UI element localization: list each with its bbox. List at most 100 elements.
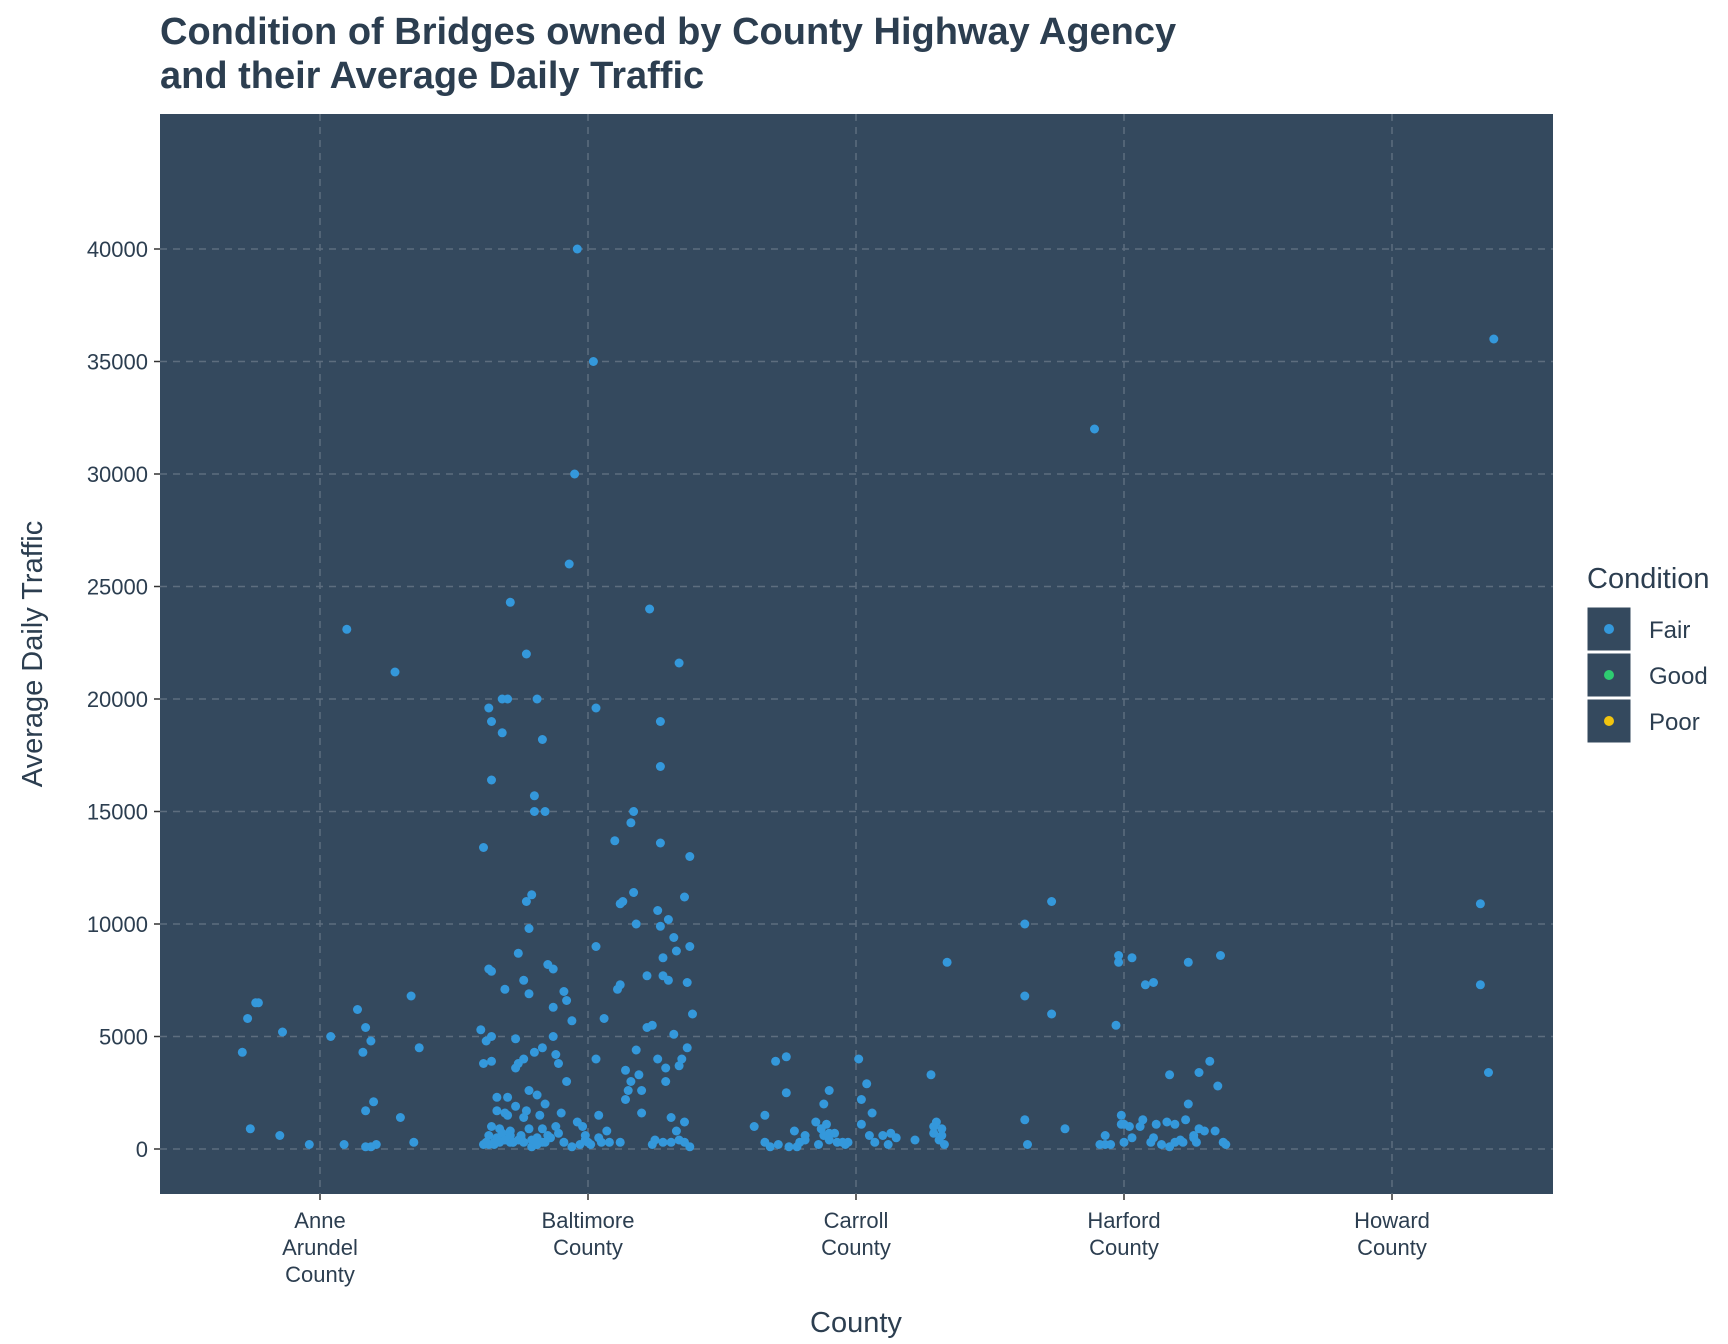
data-point (1023, 1140, 1032, 1149)
data-point (492, 1106, 502, 1116)
data-point (682, 978, 692, 987)
data-point (655, 921, 665, 931)
data-point (1475, 899, 1485, 909)
data-point (511, 1101, 521, 1111)
data-point (532, 1090, 542, 1100)
data-point (487, 717, 496, 726)
data-point (621, 1095, 630, 1104)
legend-title: Condition (1587, 563, 1710, 595)
data-point (358, 1047, 368, 1057)
x-tick-label: Carroll County (821, 1208, 891, 1260)
data-point (537, 1124, 547, 1134)
data-point (414, 1043, 424, 1053)
data-point (883, 1140, 893, 1149)
data-point (926, 1070, 936, 1080)
data-point (524, 924, 534, 933)
data-point (567, 1016, 577, 1026)
data-point (487, 1032, 496, 1041)
data-point (505, 597, 515, 607)
data-point (559, 1137, 569, 1147)
data-point (685, 942, 695, 951)
data-point (1100, 1131, 1110, 1140)
data-point (572, 244, 582, 254)
data-point (567, 1142, 577, 1152)
data-point (548, 964, 558, 974)
data-point (937, 1131, 947, 1140)
x-axis-title: County (810, 1307, 902, 1339)
data-point (1149, 978, 1158, 987)
data-point (749, 1122, 759, 1131)
data-point (661, 1077, 671, 1086)
data-point (591, 1054, 601, 1064)
y-tick-label: 25000 (87, 575, 148, 600)
data-point (1213, 1081, 1223, 1091)
data-point (647, 1140, 657, 1149)
data-point (663, 975, 673, 985)
data-point (939, 1140, 949, 1149)
x-axis-ticks: Anne Arundel County Baltimore County Carroll C… (282, 1194, 1430, 1287)
data-point (1020, 1115, 1030, 1125)
data-point (891, 1133, 901, 1143)
data-point (527, 890, 537, 900)
y-tick-label: 0 (136, 1137, 148, 1162)
data-point (519, 1137, 529, 1147)
data-point (819, 1099, 829, 1109)
data-point (503, 1092, 513, 1102)
data-point (1199, 1126, 1209, 1136)
data-point (513, 948, 523, 958)
data-point (253, 998, 263, 1008)
data-point (674, 1061, 684, 1071)
data-point (642, 971, 652, 981)
data-point (937, 1124, 947, 1134)
data-point (870, 1137, 880, 1147)
data-point (1020, 991, 1030, 1001)
data-point (854, 1054, 864, 1064)
y-tick-label: 35000 (87, 350, 148, 375)
data-point (602, 1126, 612, 1136)
data-point (556, 1108, 566, 1118)
data-point (1183, 957, 1193, 967)
data-point (856, 1095, 866, 1104)
data-point (666, 1113, 676, 1122)
data-point (243, 1014, 253, 1023)
chart-title-line-2: and their Average Daily Traffic (160, 55, 704, 97)
data-point (503, 694, 513, 704)
data-point (824, 1086, 834, 1095)
data-point (342, 624, 352, 634)
data-point (1205, 1056, 1215, 1066)
x-tick-label: Anne Arundel County (282, 1208, 358, 1287)
data-point (535, 1110, 545, 1120)
data-point (688, 1009, 697, 1019)
data-point (1114, 957, 1124, 967)
data-point (658, 1137, 668, 1147)
data-point (564, 559, 574, 569)
data-point (773, 1140, 783, 1149)
data-point (615, 1137, 625, 1147)
data-point (610, 836, 620, 846)
data-point (529, 791, 539, 801)
x-tick-label: Baltimore County (542, 1208, 635, 1260)
data-point (671, 946, 681, 956)
data-point (653, 1054, 663, 1064)
data-point (878, 1131, 888, 1140)
y-tick-label: 40000 (87, 237, 148, 262)
data-point (824, 1135, 834, 1145)
data-point (532, 694, 542, 704)
data-point (406, 991, 416, 1001)
data-point (677, 1054, 687, 1064)
data-point (409, 1137, 419, 1147)
data-point (371, 1140, 381, 1149)
data-point (760, 1110, 770, 1120)
data-point (771, 1056, 781, 1066)
data-point (1183, 1099, 1193, 1109)
data-point (631, 919, 641, 929)
data-point (867, 1108, 877, 1118)
data-point (540, 1099, 550, 1109)
data-point (1489, 334, 1499, 344)
data-point (781, 1052, 791, 1062)
data-point (395, 1113, 405, 1122)
data-point (629, 888, 639, 897)
data-point (245, 1124, 255, 1134)
data-point (811, 1117, 821, 1127)
